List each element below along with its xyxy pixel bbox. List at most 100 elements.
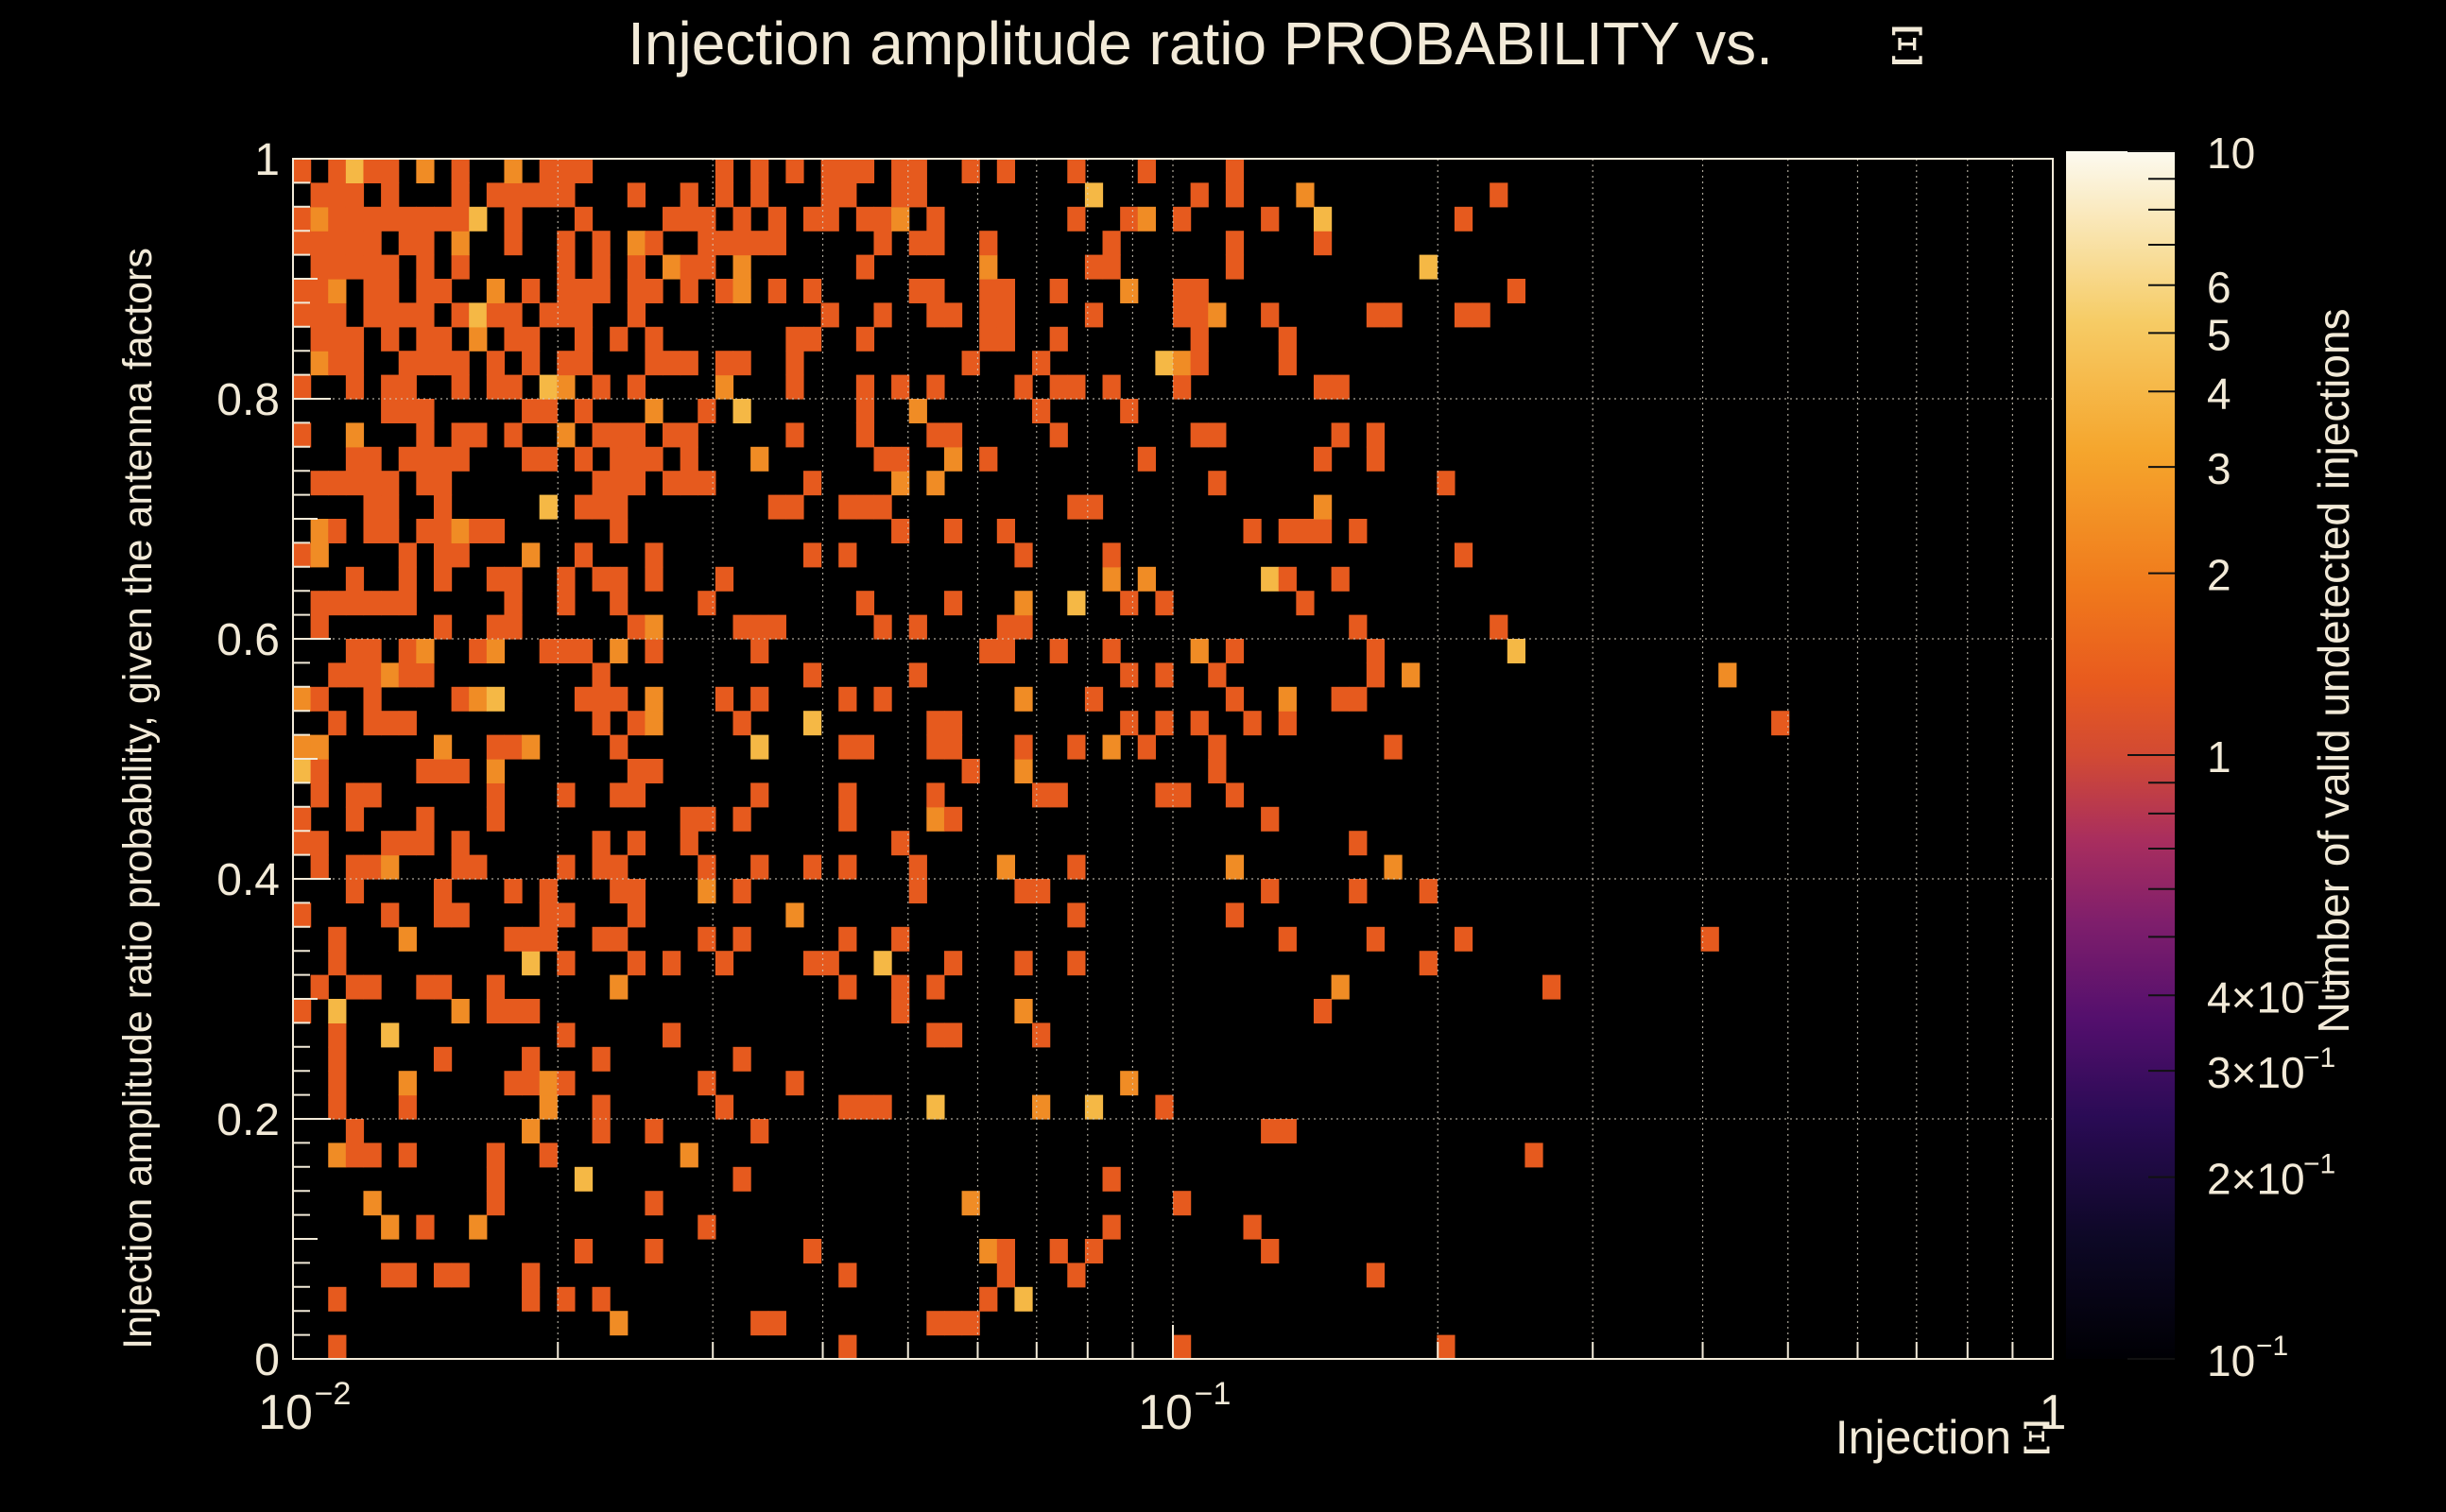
heatmap-cell <box>433 1046 453 1072</box>
heatmap-cell <box>1225 854 1245 880</box>
heatmap-cell <box>873 206 892 232</box>
heatmap-cell <box>1120 1071 1139 1096</box>
heatmap-cell <box>1102 566 1121 592</box>
heatmap-cell <box>381 902 400 928</box>
heatmap-cell <box>926 1094 945 1120</box>
heatmap-cell <box>557 591 576 616</box>
heatmap-cell <box>504 1071 523 1096</box>
heatmap-cell <box>328 1334 347 1360</box>
heatmap-cell <box>908 854 927 880</box>
heatmap-cell <box>310 854 329 880</box>
heatmap-cell <box>627 302 646 328</box>
heatmap-cell <box>522 1286 541 1312</box>
heatmap-cell <box>486 686 506 712</box>
heatmap-cell <box>926 974 945 1000</box>
heatmap-cell <box>398 206 417 232</box>
heatmap-cell <box>328 206 347 232</box>
x-axis-label: Injection <box>1835 1411 2011 1464</box>
heatmap-cell <box>610 1311 629 1336</box>
heatmap-cell <box>698 231 716 256</box>
heatmap-cell <box>1771 711 1790 736</box>
heatmap-cell <box>504 231 523 256</box>
heatmap-cell <box>345 446 365 472</box>
heatmap-cell <box>381 182 400 208</box>
heatmap-cell <box>557 782 576 808</box>
heatmap-cell <box>802 662 822 688</box>
heatmap-cell <box>398 639 417 663</box>
heatmap-cell <box>715 159 734 183</box>
heatmap-cell <box>557 1286 576 1312</box>
heatmap-cell <box>328 999 347 1023</box>
heatmap-cell <box>802 711 822 736</box>
heatmap-cell <box>433 734 453 760</box>
heatmap-cell <box>627 711 646 736</box>
heatmap-cell <box>557 854 576 880</box>
heatmap-cell <box>1067 902 1086 928</box>
heatmap-cell <box>381 374 400 400</box>
heatmap-cell <box>310 831 329 856</box>
heatmap-cell <box>592 231 611 256</box>
heatmap-cell <box>574 542 594 568</box>
heatmap-cell <box>855 159 875 183</box>
colorbar-tick-label: 5 <box>2207 310 2231 359</box>
heatmap-cell <box>557 422 576 448</box>
heatmap-cell <box>381 1263 400 1288</box>
heatmap-cell <box>979 1286 998 1312</box>
heatmap-cell <box>1507 279 1525 303</box>
heatmap-cell <box>557 182 576 208</box>
heatmap-cell <box>381 591 400 616</box>
heatmap-cell <box>1173 1191 1192 1216</box>
heatmap-cell <box>996 1263 1016 1288</box>
heatmap-cell <box>293 734 312 760</box>
heatmap-cell <box>961 759 980 783</box>
heatmap-cell <box>398 591 417 616</box>
heatmap-cell <box>416 471 435 496</box>
heatmap-cell <box>328 662 347 688</box>
colorbar-tick-exponent: −1 <box>2303 1149 2335 1180</box>
heatmap-cell <box>732 254 751 280</box>
heatmap-cell <box>1454 302 1473 328</box>
heatmap-cell <box>732 711 751 736</box>
colorbar-label: Number of valid undetected injections <box>2309 308 2358 1033</box>
heatmap-cell <box>1490 182 1508 208</box>
heatmap-cell <box>750 614 769 640</box>
heatmap-cell <box>663 206 681 232</box>
heatmap-cell <box>996 614 1016 640</box>
heatmap-cell <box>398 1263 417 1288</box>
heatmap-cell <box>820 182 839 208</box>
heatmap-cell <box>504 734 523 760</box>
heatmap-cell <box>1366 302 1386 328</box>
heatmap-cell <box>1278 326 1297 352</box>
heatmap-cell <box>310 686 329 712</box>
heatmap-cell <box>1437 1334 1456 1360</box>
heatmap-cell <box>1032 1094 1051 1120</box>
heatmap-cell <box>398 1094 417 1120</box>
heatmap-cell <box>680 831 698 856</box>
heatmap-cell <box>345 1143 365 1168</box>
heatmap-cell <box>1331 974 1350 1000</box>
heatmap-cell <box>1014 374 1033 400</box>
heatmap-cell <box>504 206 523 232</box>
heatmap-cell <box>645 326 663 352</box>
heatmap-cell <box>539 902 558 928</box>
heatmap-cell <box>592 1286 611 1312</box>
heatmap-cell <box>750 639 769 663</box>
heatmap-cell <box>557 254 576 280</box>
y-tick-label: 0.8 <box>216 375 280 425</box>
heatmap-cell <box>557 1071 576 1096</box>
heatmap-cell <box>1137 734 1156 760</box>
heatmap-cell <box>645 1191 663 1216</box>
heatmap-cell <box>416 759 435 783</box>
heatmap-cell <box>1349 519 1368 543</box>
heatmap-cell <box>891 974 910 1000</box>
heatmap-cell <box>680 254 698 280</box>
heatmap-cell <box>416 326 435 352</box>
heatmap-cell <box>504 374 523 400</box>
heatmap-cell <box>1102 639 1121 663</box>
x-tick-label: 10 <box>258 1385 313 1440</box>
x-axis-ticks: 10 −2 10 −1 1 <box>258 1325 2066 1440</box>
heatmap-cell <box>592 662 611 688</box>
heatmap-cell <box>1278 351 1297 376</box>
heatmap-cell <box>855 591 875 616</box>
heatmap-cell <box>433 446 453 472</box>
